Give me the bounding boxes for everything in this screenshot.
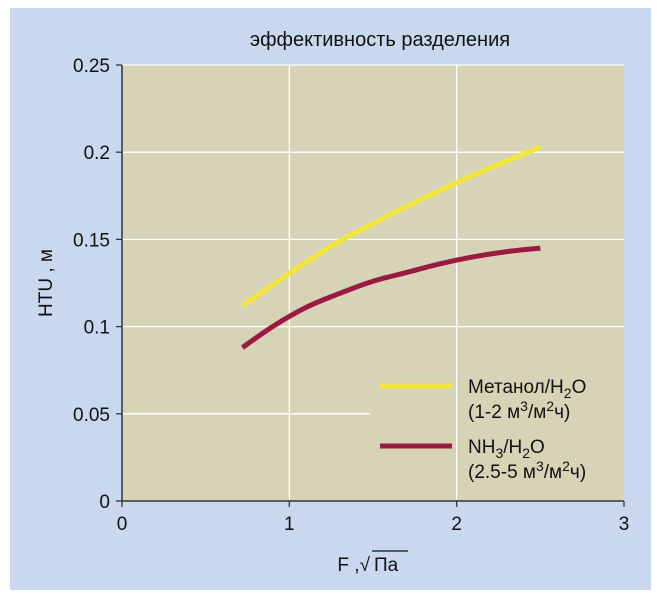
- legend-sublabel-methanol: (1-2 м3/м2ч): [468, 398, 570, 423]
- svg-text:F ,√: F ,√: [337, 555, 370, 576]
- chart-title: эффективность разделения: [250, 29, 510, 51]
- y-tick-label: 0.15: [73, 230, 110, 251]
- x-tick-label: 0: [117, 514, 128, 535]
- x-axis-label: F ,√ Па: [337, 550, 408, 576]
- y-tick-label: 0.2: [84, 143, 110, 164]
- series-layer: [241, 144, 542, 350]
- series-line-nh3: [241, 245, 541, 350]
- axes: 0 0.05 0.1 0.15 0.2 0.25 0 1 2 3: [73, 56, 629, 535]
- y-tick-label: 0.1: [84, 318, 110, 339]
- legend-label-methanol: Метанол/H2O: [468, 377, 586, 401]
- chart-svg: 0 0.05 0.1 0.15 0.2 0.25 0 1 2 3 эффективность ра…: [36, 29, 629, 576]
- chart-panel: 0 0.05 0.1 0.15 0.2 0.25 0 1 2 3 эффективность ра…: [10, 8, 651, 590]
- x-axis-label-prefix: F ,: [337, 555, 359, 576]
- x-tick-label: 1: [284, 514, 295, 535]
- x-axis-label-radicand: Па: [374, 555, 399, 576]
- series-line-methanol: [241, 144, 542, 308]
- x-tick-label: 2: [451, 514, 462, 535]
- legend-label-nh3: NH3/H2O: [468, 437, 545, 461]
- y-tick-label: 0.25: [73, 56, 110, 77]
- y-tick-label: 0.05: [73, 405, 110, 426]
- grid: [122, 64, 624, 501]
- y-tick-label: 0: [99, 492, 110, 513]
- y-axis-label: HTU , м: [36, 249, 57, 317]
- legend-sublabel-nh3: (2.5-5 м3/м2ч): [468, 458, 586, 483]
- legend: Метанол/H2O (1-2 м3/м2ч) NH3/H2O (2.5-5 …: [380, 377, 586, 483]
- x-tick-label: 3: [619, 514, 630, 535]
- x-axis-label-radical: √: [360, 555, 371, 576]
